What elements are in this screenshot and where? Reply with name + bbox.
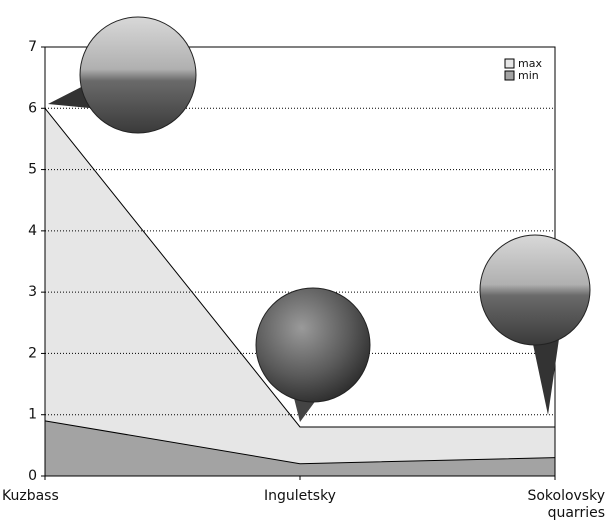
- legend-label: min: [518, 69, 539, 82]
- y-tick-label: 1: [28, 407, 37, 423]
- legend-swatch: [504, 58, 515, 69]
- plot-area: 0 1 2 3 4 5 6 7 Kuzbass Inguletsky Sokolovsky quarr…: [2, 39, 605, 521]
- photo-balloon: [479, 234, 591, 346]
- legend-label: max: [518, 57, 542, 70]
- y-tick-label: 5: [28, 162, 37, 178]
- photo-balloons: [48, 16, 591, 422]
- photo-balloon: [79, 16, 197, 134]
- area: [45, 420, 555, 476]
- x-tick-label: Sokolovsky quarries: [527, 488, 605, 521]
- photo-balloon: [255, 287, 371, 403]
- x-tick-label: Inguletsky: [264, 488, 336, 504]
- y-tick-label: 7: [28, 39, 37, 55]
- area-line: [44, 420, 556, 465]
- y-tick-label: 2: [28, 345, 37, 361]
- balloon-pointer: [530, 330, 560, 415]
- y-tick-label: 4: [28, 223, 37, 239]
- legend-swatch: [504, 70, 515, 81]
- area: [45, 108, 555, 477]
- area-line: [44, 107, 555, 428]
- y-tick-label: 3: [28, 284, 37, 300]
- y-tick-label: 0: [28, 468, 37, 484]
- x-tick-label: Kuzbass: [2, 488, 59, 504]
- y-tick-label: 6: [28, 100, 37, 116]
